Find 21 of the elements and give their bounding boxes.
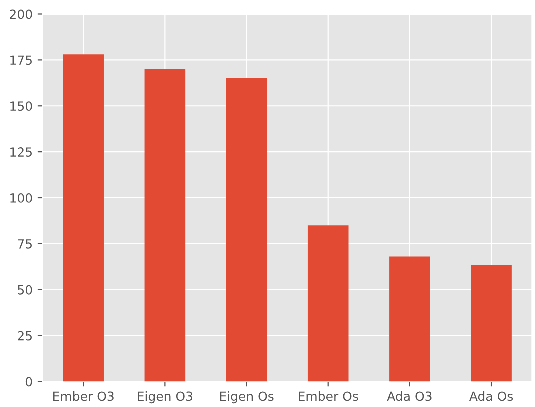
bar	[308, 226, 349, 382]
bar	[63, 54, 104, 382]
bar	[390, 256, 430, 382]
y-tick-label: 125	[10, 148, 32, 157]
y-tick-label: 100	[10, 193, 32, 203]
y-tick-label: 25	[18, 331, 32, 341]
x-tick-label: Eigen O3	[138, 391, 193, 404]
x-tick-label: Ada Os	[470, 391, 514, 402]
y-tick-label: 50	[18, 285, 32, 295]
bar	[226, 78, 268, 382]
x-tick-label: Ember O3	[54, 391, 114, 402]
y-tick-label: 150	[10, 102, 32, 112]
bar	[144, 69, 186, 382]
x-tick-label: Eigen Os	[220, 391, 274, 404]
y-tick-label: 75	[18, 240, 32, 249]
bar	[471, 265, 512, 382]
x-tick-label: Ember Os	[299, 391, 358, 402]
y-tick-label: 175	[10, 56, 32, 66]
y-tick-label: 200	[10, 10, 32, 20]
y-tick-label: 0	[26, 377, 32, 387]
x-tick-label: Ada O3	[387, 391, 432, 402]
